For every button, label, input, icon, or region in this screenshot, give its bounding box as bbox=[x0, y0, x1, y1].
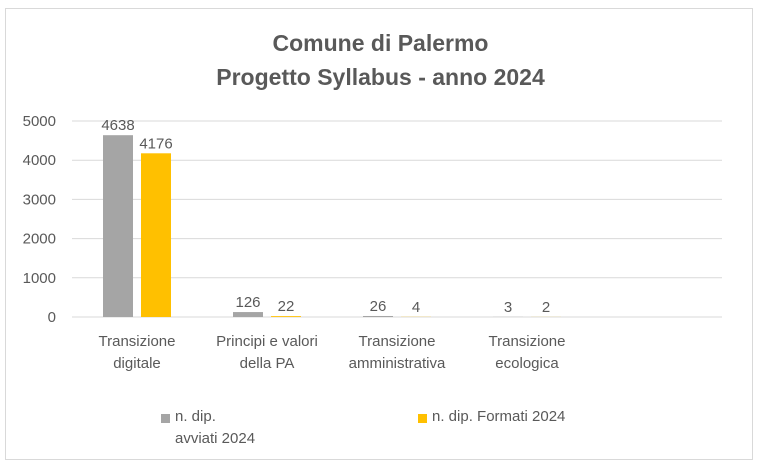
y-tick-label: 5000 bbox=[23, 113, 56, 130]
bar-series-1-category-1 bbox=[103, 135, 133, 317]
data-label-series-2-category-4: 2 bbox=[542, 299, 550, 316]
bar-series-2-category-2 bbox=[271, 316, 301, 317]
chart-title-line-2: Progetto Syllabus - anno 2024 bbox=[216, 64, 545, 90]
data-label-series-1-category-1: 4638 bbox=[101, 117, 134, 134]
chart-title-line-1: Comune di Palermo bbox=[272, 30, 489, 56]
y-tick-label: 4000 bbox=[23, 152, 56, 169]
y-tick-label: 3000 bbox=[23, 191, 56, 208]
bar-series-1-category-2 bbox=[233, 312, 263, 317]
bar-series-1-category-3 bbox=[363, 315, 393, 317]
data-label-series-2-category-2: 22 bbox=[278, 298, 295, 315]
category-label-2-line-2: della PA bbox=[240, 355, 295, 372]
legend-swatch-series-2 bbox=[418, 414, 427, 423]
legend-label-series-1-line-2: avviati 2024 bbox=[175, 430, 256, 447]
category-label-3-line-1: Transizione bbox=[359, 333, 436, 350]
category-label-1-line-1: Transizione bbox=[99, 333, 176, 350]
category-label-2-line-1: Principi e valori bbox=[216, 333, 318, 350]
category-label-4-line-2: ecologica bbox=[495, 355, 559, 372]
category-label-3-line-2: amministrativa bbox=[349, 355, 446, 372]
legend-label-series-1-line-1: n. dip. bbox=[175, 408, 216, 425]
data-label-series-1-category-4: 3 bbox=[504, 299, 512, 316]
legend-swatch-series-1 bbox=[161, 414, 170, 423]
y-tick-label: 2000 bbox=[23, 231, 56, 248]
data-label-series-1-category-3: 26 bbox=[370, 298, 387, 315]
data-label-series-2-category-1: 4176 bbox=[139, 135, 172, 152]
bar-series-2-category-1 bbox=[141, 153, 171, 317]
y-tick-label: 0 bbox=[48, 309, 56, 326]
data-label-series-2-category-3: 4 bbox=[412, 299, 420, 316]
legend-label-series-2: n. dip. Formati 2024 bbox=[432, 408, 566, 425]
category-label-4-line-1: Transizione bbox=[489, 333, 566, 350]
data-label-series-1-category-2: 126 bbox=[235, 294, 260, 311]
y-tick-label: 1000 bbox=[23, 270, 56, 287]
category-label-1-line-2: digitale bbox=[113, 355, 161, 372]
